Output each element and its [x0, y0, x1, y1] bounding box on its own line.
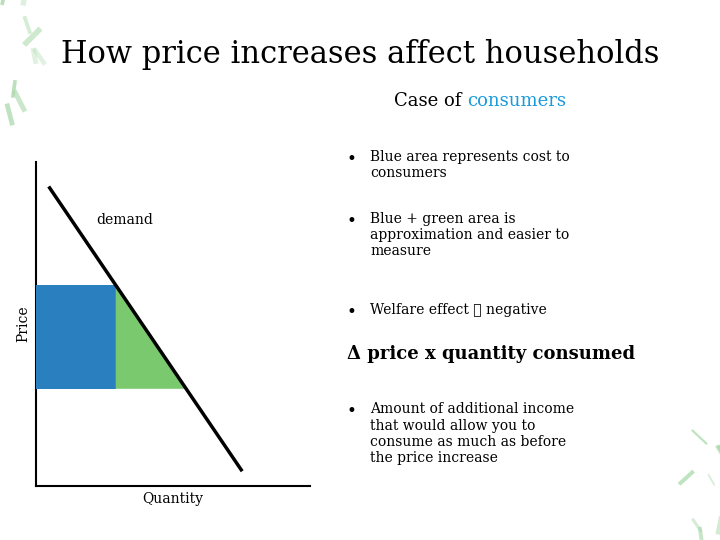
- Text: Case of: Case of: [394, 92, 467, 110]
- X-axis label: Quantity: Quantity: [143, 491, 203, 505]
- Text: Amount of additional income
that would allow you to
consume as much as before
th: Amount of additional income that would a…: [370, 402, 575, 465]
- Text: demand: demand: [96, 213, 153, 227]
- Polygon shape: [116, 285, 186, 389]
- Text: consumers: consumers: [467, 92, 566, 110]
- Text: Blue area represents cost to
consumers: Blue area represents cost to consumers: [370, 150, 570, 180]
- Text: •: •: [347, 302, 356, 321]
- Y-axis label: Price: Price: [17, 306, 30, 342]
- Text: •: •: [347, 150, 356, 168]
- Text: Blue + green area is
approximation and easier to
measure: Blue + green area is approximation and e…: [370, 212, 570, 258]
- Text: How price increases affect households: How price increases affect households: [60, 39, 660, 70]
- FancyBboxPatch shape: [36, 285, 116, 389]
- Text: Welfare effect ≅ negative: Welfare effect ≅ negative: [370, 302, 546, 316]
- Text: •: •: [347, 402, 356, 420]
- Text: Δ price x quantity consumed: Δ price x quantity consumed: [347, 345, 635, 363]
- Text: •: •: [347, 212, 356, 230]
